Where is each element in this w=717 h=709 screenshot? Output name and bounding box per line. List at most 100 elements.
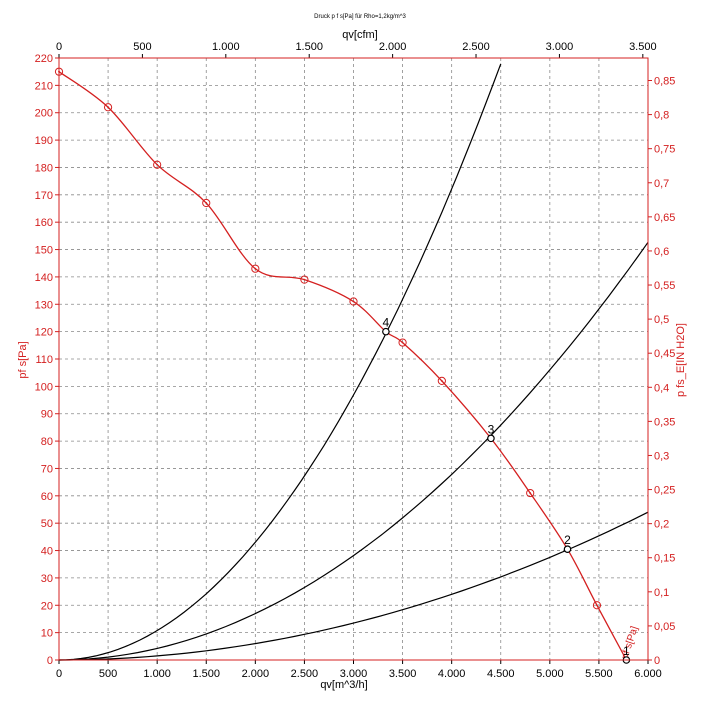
y2-tick-label: 0,25 bbox=[654, 485, 675, 497]
y-tick-label: 0 bbox=[47, 655, 53, 667]
y-tick-label: 80 bbox=[41, 436, 53, 448]
chart-title: Druck p f s[Pa] für Rho=1,2kg/m^3 bbox=[314, 14, 406, 20]
y-tick-label: 50 bbox=[41, 518, 53, 530]
operating-point-marker bbox=[563, 545, 572, 553]
y2-tick-label: 0,65 bbox=[654, 212, 675, 224]
x-tick-label: 1.500 bbox=[192, 668, 220, 680]
y-tick-label: 120 bbox=[35, 327, 53, 339]
x-tick-label: 3.500 bbox=[389, 668, 417, 680]
system-curve bbox=[58, 63, 502, 661]
y2-tick-label: 0,7 bbox=[654, 178, 669, 190]
operating-point-label: 4 bbox=[383, 316, 390, 330]
y-tick-label: 10 bbox=[41, 628, 53, 640]
y-tick-label: 110 bbox=[35, 354, 53, 366]
x-tick-label: 5.000 bbox=[536, 668, 564, 680]
fan-curve-marker-dot bbox=[254, 267, 257, 270]
fan-curve-marker bbox=[202, 198, 211, 208]
fan-curve-marker-dot bbox=[303, 278, 306, 281]
x2-tick-label: 3.500 bbox=[629, 41, 657, 53]
x-tick-label: 2.000 bbox=[242, 668, 270, 680]
fan-curve-marker bbox=[592, 601, 602, 610]
y2-tick-label: 0,05 bbox=[654, 621, 675, 633]
fan-curve-marker bbox=[103, 103, 113, 112]
x2-tick-label: 2.000 bbox=[379, 41, 407, 53]
y2-tick-label: 0,4 bbox=[654, 382, 669, 394]
y-tick-label: 30 bbox=[41, 573, 53, 585]
top-x-axis-label: qv[cfm] bbox=[342, 29, 377, 41]
grid-lines bbox=[59, 58, 648, 660]
x2-tick-label: 3.000 bbox=[546, 41, 574, 53]
fan-curve-marker-dot bbox=[401, 341, 404, 344]
bottom-x-axis-label: qv[m^3/h] bbox=[320, 679, 367, 691]
y2-tick-label: 0 bbox=[654, 655, 660, 667]
operating-point-label: 3 bbox=[488, 422, 495, 436]
x2-tick-label: 500 bbox=[133, 41, 151, 53]
right-y-axis-label: p fs_E[IN H2O] bbox=[675, 323, 687, 397]
x-tick-label: 1.000 bbox=[143, 668, 171, 680]
y-tick-label: 190 bbox=[35, 135, 53, 147]
fan-curve-marker-dot bbox=[156, 163, 159, 166]
operating-point-marker bbox=[382, 327, 390, 336]
y2-tick-label: 0,85 bbox=[654, 75, 675, 87]
x-tick-label: 4.000 bbox=[438, 668, 466, 680]
fan-curve-marker bbox=[349, 297, 358, 306]
x2-tick-label: 2.500 bbox=[462, 41, 490, 53]
y-tick-label: 210 bbox=[35, 80, 53, 92]
fan-curve-marker bbox=[437, 376, 446, 385]
y2-tick-label: 0,15 bbox=[654, 553, 675, 565]
y2-tick-label: 0,5 bbox=[654, 314, 669, 326]
y-tick-label: 40 bbox=[41, 546, 53, 558]
fan-curve-marker bbox=[398, 338, 407, 347]
fan-curve-marker-dot bbox=[205, 202, 208, 204]
y-tick-label: 150 bbox=[35, 245, 53, 257]
x-tick-label: 500 bbox=[99, 668, 117, 680]
y2-tick-label: 0,35 bbox=[654, 416, 675, 428]
left-y-axis-label: pf s[Pa] bbox=[17, 341, 29, 378]
y-tick-label: 200 bbox=[35, 108, 53, 120]
fan-curve-marker-dot bbox=[596, 604, 598, 607]
y2-tick-label: 0,1 bbox=[654, 587, 669, 599]
y-tick-label: 90 bbox=[41, 409, 53, 421]
y-tick-label: 20 bbox=[41, 600, 53, 612]
fan-curve-marker bbox=[251, 264, 260, 273]
fan-curve-marker-dot bbox=[529, 492, 532, 494]
fan-curve-marker bbox=[526, 488, 535, 498]
system-curve bbox=[59, 511, 649, 661]
x-tick-label: 2.500 bbox=[291, 668, 319, 680]
fan-curve-marker-dot bbox=[107, 106, 109, 109]
y-tick-label: 170 bbox=[35, 190, 53, 202]
system-curve bbox=[58, 241, 649, 661]
y2-tick-label: 0,45 bbox=[654, 348, 675, 360]
x2-tick-label: 0 bbox=[56, 41, 62, 53]
x-tick-label: 5.500 bbox=[585, 668, 613, 680]
y2-tick-label: 0,8 bbox=[654, 110, 669, 122]
y-tick-label: 220 bbox=[35, 53, 53, 65]
plot-frame bbox=[58, 57, 649, 661]
y-tick-label: 100 bbox=[35, 381, 53, 393]
fan-curve-marker bbox=[300, 275, 309, 284]
x-tick-label: 3.000 bbox=[340, 668, 368, 680]
y2-tick-label: 0,55 bbox=[654, 280, 675, 292]
x2-tick-label: 1.500 bbox=[295, 41, 323, 53]
x-tick-label: 4.500 bbox=[487, 668, 515, 680]
curves: pf s[Pa] bbox=[54, 63, 649, 661]
operating-point-label: 2 bbox=[564, 533, 571, 547]
fan-curve bbox=[58, 71, 627, 661]
operating-point-label: 1 bbox=[623, 644, 630, 658]
y-tick-label: 60 bbox=[41, 491, 53, 503]
y2-tick-label: 0,75 bbox=[654, 144, 675, 156]
fan-curve-marker bbox=[153, 160, 162, 169]
y2-tick-label: 0,2 bbox=[654, 519, 669, 531]
y-tick-label: 130 bbox=[35, 299, 53, 311]
y-tick-label: 160 bbox=[35, 217, 53, 229]
x-tick-label: 0 bbox=[56, 668, 62, 680]
y2-tick-label: 0,6 bbox=[654, 246, 669, 258]
y-tick-label: 140 bbox=[35, 272, 53, 284]
y-tick-label: 180 bbox=[35, 162, 53, 174]
y2-tick-label: 0,3 bbox=[654, 450, 669, 462]
fan-curve-marker-dot bbox=[440, 379, 443, 382]
axis-ticks: 0 500 1.000 1.500 2.000 2.500 3.000 3.500 4.000 4… bbox=[35, 41, 676, 680]
fan-curve-marker-dot bbox=[352, 300, 355, 303]
x-tick-label: 6.000 bbox=[634, 668, 662, 680]
